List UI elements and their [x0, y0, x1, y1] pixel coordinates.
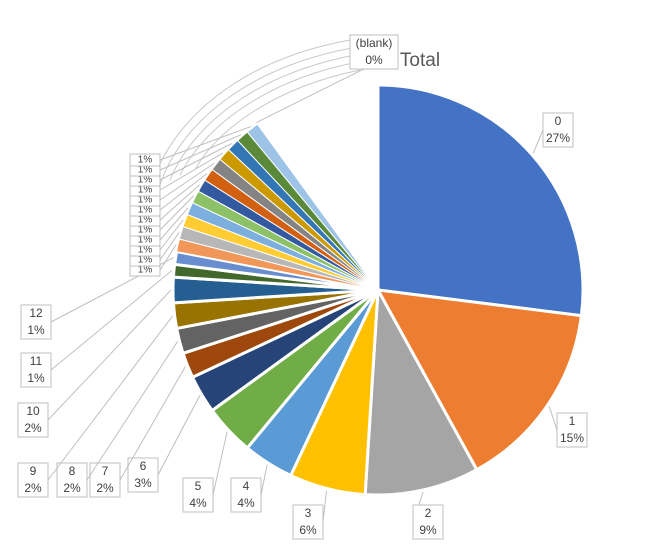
value-label: 4% [237, 496, 255, 510]
leader-line [159, 219, 184, 251]
value-label: 1% [138, 175, 153, 186]
label-box [542, 112, 574, 148]
category-label: 11 [30, 354, 43, 368]
label-box [20, 304, 52, 340]
value-label: 2% [24, 481, 42, 495]
leader-line [157, 395, 201, 476]
category-label: 9 [30, 464, 37, 478]
value-label: 1% [138, 245, 153, 256]
category-label: 12 [29, 306, 43, 320]
leader-fan [149, 39, 361, 191]
leader-line [532, 129, 544, 154]
leader-line [322, 490, 328, 523]
label-box [56, 462, 88, 498]
label-box [17, 462, 49, 498]
category-label: 0 [555, 114, 562, 128]
value-label: 15% [560, 431, 584, 445]
value-label: 1% [138, 215, 153, 226]
leader-line [548, 406, 558, 431]
category-label: 7 [102, 464, 109, 478]
value-label: 1% [138, 205, 153, 216]
category-label: (blank) [356, 36, 393, 50]
value-label: 1% [138, 235, 153, 246]
value-label: 1% [27, 371, 45, 385]
label-box [182, 477, 214, 513]
category-label: 8 [69, 464, 76, 478]
leader-line [159, 173, 208, 211]
label-box [292, 504, 324, 540]
leader-line [159, 152, 223, 191]
chart-title: Total [400, 50, 440, 71]
category-label: 6 [140, 459, 147, 473]
value-label: 1% [138, 155, 153, 166]
value-label: 2% [96, 481, 114, 495]
value-label: 4% [189, 496, 207, 510]
leader-line [159, 125, 252, 161]
value-label: 2% [63, 481, 81, 495]
pie-slice [375, 288, 584, 472]
value-label: 2% [24, 421, 42, 435]
label-box [412, 504, 444, 540]
value-label: 9% [419, 523, 437, 537]
value-label: 27% [546, 131, 570, 145]
label-box [20, 352, 52, 388]
value-label: 1% [27, 323, 45, 337]
category-label: 10 [26, 404, 40, 418]
value-label: 6% [299, 523, 317, 537]
leader-line [47, 315, 174, 481]
category-label: 1 [569, 414, 576, 428]
leader-line [159, 162, 215, 201]
label-box [556, 412, 588, 448]
leader-line [159, 195, 194, 231]
value-label: 1% [138, 255, 153, 266]
leader-line [260, 464, 268, 496]
value-label: 1% [138, 225, 153, 236]
label-box [349, 34, 399, 70]
pie-slice [257, 123, 379, 291]
leader-line [212, 431, 228, 496]
leader-line [47, 289, 172, 421]
label-box [17, 402, 49, 438]
leader-line [159, 244, 177, 271]
pie-slice [376, 83, 585, 318]
category-label: 3 [305, 506, 312, 520]
value-label: 3% [134, 476, 152, 490]
leader-line [159, 134, 242, 171]
leader-line [159, 184, 201, 221]
category-label: 2 [425, 506, 432, 520]
value-label: 1% [138, 165, 153, 176]
value-label: 1% [138, 265, 153, 276]
label-box [127, 457, 159, 493]
label-box [230, 477, 262, 513]
leader-line [86, 341, 178, 481]
leader-line [119, 365, 186, 481]
label-box [129, 153, 161, 167]
leader-line [149, 39, 361, 191]
value-label: 0% [365, 53, 383, 67]
value-label: 1% [138, 185, 153, 196]
category-label: 5 [195, 479, 202, 493]
leader-line [159, 143, 232, 181]
category-label: 4 [243, 479, 250, 493]
value-label: 1% [138, 195, 153, 206]
leader-line [159, 207, 189, 241]
leader-line [159, 231, 180, 261]
pie-slice [363, 284, 479, 497]
leader-line [50, 270, 173, 371]
